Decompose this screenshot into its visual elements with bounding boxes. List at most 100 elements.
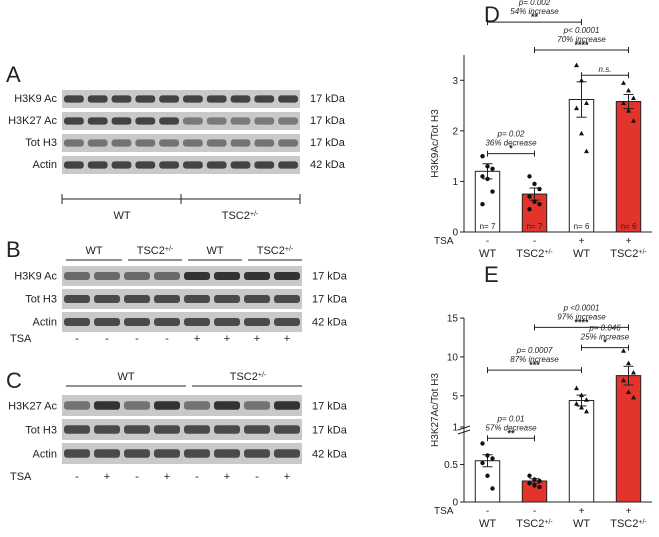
data-point <box>584 408 589 414</box>
kda-label: 42 kDa <box>312 448 348 460</box>
blot-band <box>274 318 300 326</box>
p-value-text: p= 0.0007 <box>516 346 553 355</box>
bar <box>568 400 595 503</box>
blot-band <box>183 161 203 169</box>
data-point <box>579 392 584 398</box>
data-point <box>574 62 579 68</box>
blot-row-label: H3K27 Ac <box>8 115 57 127</box>
blot-band <box>183 139 203 147</box>
tsa-sign-c: + <box>104 471 110 483</box>
p-value-text: 57% decrease <box>485 423 537 432</box>
blot-band <box>94 295 120 303</box>
kda-label: 17 kDa <box>310 93 346 105</box>
tsa-sign-c: + <box>164 471 170 483</box>
bar <box>474 170 501 233</box>
blot-band <box>124 425 150 434</box>
blot-band <box>135 161 156 169</box>
tsa-sign-b: + <box>284 333 290 345</box>
panel-letter-c: C <box>6 368 22 393</box>
blot-strip-b <box>62 312 302 332</box>
blot-band <box>94 401 120 410</box>
category-label: TSC2+/- <box>516 248 553 260</box>
tsa-sign-b: - <box>165 333 169 345</box>
blot-row-label: Tot H3 <box>25 137 57 149</box>
group-label-tsc2: TSC2+/- <box>222 210 259 222</box>
data-point <box>574 401 579 406</box>
bar <box>521 193 548 233</box>
data-point <box>574 105 579 111</box>
blot-band <box>87 117 108 125</box>
n-label: n= 7 <box>527 222 543 231</box>
p-value-text: p= 0.02 <box>497 130 525 139</box>
blot-band <box>64 272 90 280</box>
tsa-label: TSA <box>434 506 454 517</box>
data-point <box>527 174 532 179</box>
blot-strip-c <box>62 395 302 416</box>
data-point <box>527 481 532 486</box>
p-value-text: 36% decrease <box>485 139 537 148</box>
y-axis-title: H3K9Ac/Tot H3 <box>430 109 441 178</box>
blot-band <box>124 449 150 458</box>
category-label: TSC2+/- <box>610 248 647 260</box>
blot-strip-c <box>62 443 302 464</box>
group-label-c-tsc2: TSC2+/- <box>230 371 267 383</box>
blot-band <box>159 117 179 125</box>
blot-strip-a <box>62 156 300 174</box>
tsa-sign: + <box>626 506 632 517</box>
blot-band <box>64 401 90 410</box>
blot-band <box>124 295 150 303</box>
significance-stars: **** <box>574 40 589 50</box>
data-point <box>626 360 631 366</box>
blot-band <box>244 318 270 326</box>
group-label-wt: WT <box>113 210 130 222</box>
data-point <box>527 207 532 212</box>
y-tick-label: 3 <box>452 76 458 87</box>
data-point <box>490 189 495 194</box>
significance-stars: ** <box>531 12 539 22</box>
blot-strip-a <box>62 90 300 108</box>
data-point <box>584 148 589 154</box>
category-label: TSC2+/- <box>610 518 647 530</box>
blot-row-label: Actin <box>33 448 57 460</box>
blot-band <box>244 401 270 410</box>
blot-band <box>254 139 275 147</box>
tsa-sign-c: - <box>75 471 79 483</box>
blot-band <box>244 425 270 434</box>
blot-band <box>184 425 210 434</box>
blot-band <box>111 117 132 125</box>
blot-strip-c <box>62 419 302 440</box>
blot-band <box>184 295 210 303</box>
category-label: WT <box>573 248 590 260</box>
p-value-text: 70% increase <box>557 35 606 44</box>
blot-band <box>135 95 156 103</box>
data-point <box>490 166 495 171</box>
blot-band <box>184 449 210 458</box>
tsa-sign: - <box>533 236 536 247</box>
tsa-sign-c: + <box>224 471 230 483</box>
data-point <box>532 199 537 204</box>
blot-strip-b <box>62 266 302 286</box>
tsa-sign-c: - <box>255 471 259 483</box>
blot-band <box>111 95 132 103</box>
kda-label: 17 kDa <box>312 400 348 412</box>
data-point <box>579 130 584 136</box>
blot-strip-a <box>62 134 300 152</box>
data-point <box>485 453 490 458</box>
kda-label: 17 kDa <box>310 115 346 127</box>
data-point <box>631 370 636 375</box>
panel-letter-e: E <box>484 262 499 287</box>
p-value-text: p= 0.01 <box>497 414 525 423</box>
tsa-sign: + <box>626 236 632 247</box>
data-point <box>621 80 626 85</box>
blot-band <box>64 449 90 458</box>
axis-break <box>457 425 471 431</box>
data-point <box>584 100 589 106</box>
significance-label: n.s. <box>599 65 612 74</box>
tsa-sign: + <box>579 236 585 247</box>
bar <box>615 375 642 503</box>
blot-band <box>278 117 298 125</box>
p-value-text: p= 0.046 <box>588 324 621 333</box>
blot-band <box>278 139 298 147</box>
blot-band <box>244 295 270 303</box>
